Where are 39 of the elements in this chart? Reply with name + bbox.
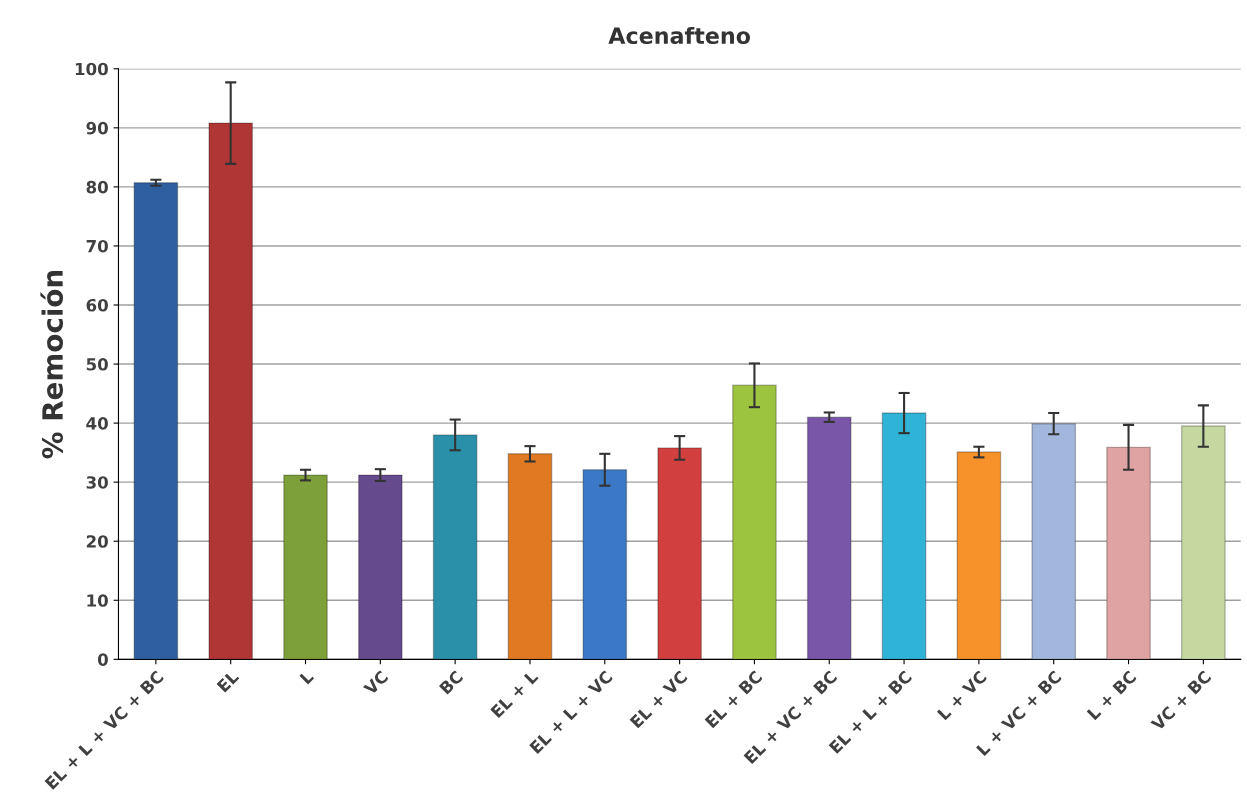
bar [208, 122, 254, 660]
x-tick-label: L [299, 669, 315, 685]
y-tick-label: 70 [86, 239, 108, 253]
bar [1106, 446, 1151, 660]
bar [582, 469, 628, 660]
x-tick-label: VC + BC [1150, 670, 1212, 732]
y-tick-label: 20 [86, 535, 108, 548]
x-tick-label: EL + VC [629, 670, 688, 729]
bar [133, 182, 179, 660]
y-axis-title: % Remoción [40, 270, 64, 459]
y-tick-label: 100 [75, 62, 108, 76]
y-tick-label: 0 [97, 653, 108, 666]
x-tick-label: L + BC [1086, 670, 1137, 721]
y-tick-label: 50 [86, 358, 108, 371]
bar [283, 474, 328, 660]
x-tick-label: BC [438, 670, 464, 695]
y-tick-label: 60 [86, 298, 108, 312]
y-tick-label: 80 [86, 180, 108, 194]
bar [657, 447, 703, 660]
y-tick-label: 90 [86, 121, 108, 135]
chart-title: Acenafteno [608, 26, 751, 45]
x-tick-label: VC [362, 670, 389, 696]
x-tick-label: EL + L [490, 669, 539, 719]
bar [806, 416, 852, 660]
x-tick-label: EL + L + VC + BC [44, 670, 165, 790]
x-tick-label: EL [216, 669, 240, 693]
bar [357, 474, 403, 660]
bar [1180, 425, 1226, 660]
x-tick-label: L + VC [936, 670, 988, 721]
bar [732, 384, 777, 660]
y-tick-label: 30 [86, 476, 108, 489]
bar [1031, 423, 1077, 660]
bar [432, 434, 478, 660]
y-tick-label: 10 [87, 594, 108, 607]
x-tick-label: EL + BC [704, 670, 763, 729]
bar [881, 412, 927, 660]
y-tick-label: 40 [86, 417, 108, 430]
bar [956, 451, 1002, 660]
bar [507, 453, 553, 660]
